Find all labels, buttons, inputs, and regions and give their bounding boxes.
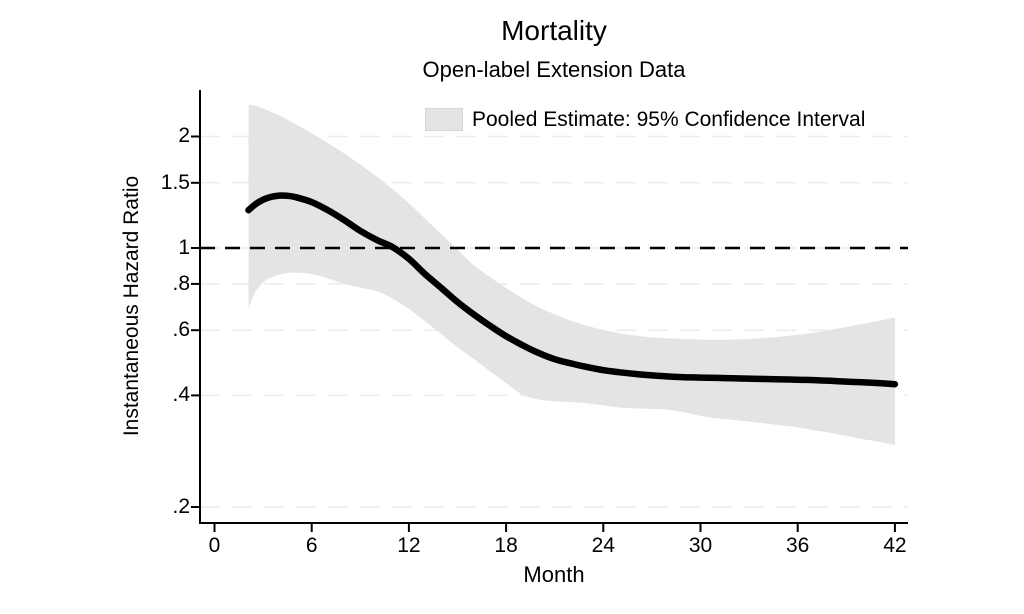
chart-subtitle: Open-label Extension Data xyxy=(422,57,686,82)
y-tick-label: .4 xyxy=(172,383,190,407)
estimate-line xyxy=(245,192,899,388)
legend-ci-swatch xyxy=(425,108,463,131)
legend: Pooled Estimate: 95% Confidence Interval xyxy=(425,108,865,131)
x-tick-label: 0 xyxy=(208,534,221,557)
legend-label: Pooled Estimate: 95% Confidence Interval xyxy=(472,108,866,131)
y-tick-label: .8 xyxy=(172,271,190,295)
x-tick-label: 18 xyxy=(494,534,518,557)
x-tick-label: 42 xyxy=(883,534,907,557)
chart-title: Mortality xyxy=(501,15,607,46)
x-tick-label: 24 xyxy=(591,534,615,557)
y-tick-label: .2 xyxy=(172,494,190,518)
x-tick-label: 12 xyxy=(397,534,421,557)
y-tick-label: 2 xyxy=(178,124,190,148)
x-axis-title: Month xyxy=(523,562,585,587)
ci-band xyxy=(248,104,895,446)
y-tick-label: 1.5 xyxy=(160,170,190,194)
y-tick-label: 1 xyxy=(178,236,190,259)
y-tick-label: .6 xyxy=(172,318,190,342)
x-tick-label: 30 xyxy=(688,534,713,557)
x-tick-label: 6 xyxy=(305,534,318,557)
x-tick-label: 36 xyxy=(786,534,810,557)
